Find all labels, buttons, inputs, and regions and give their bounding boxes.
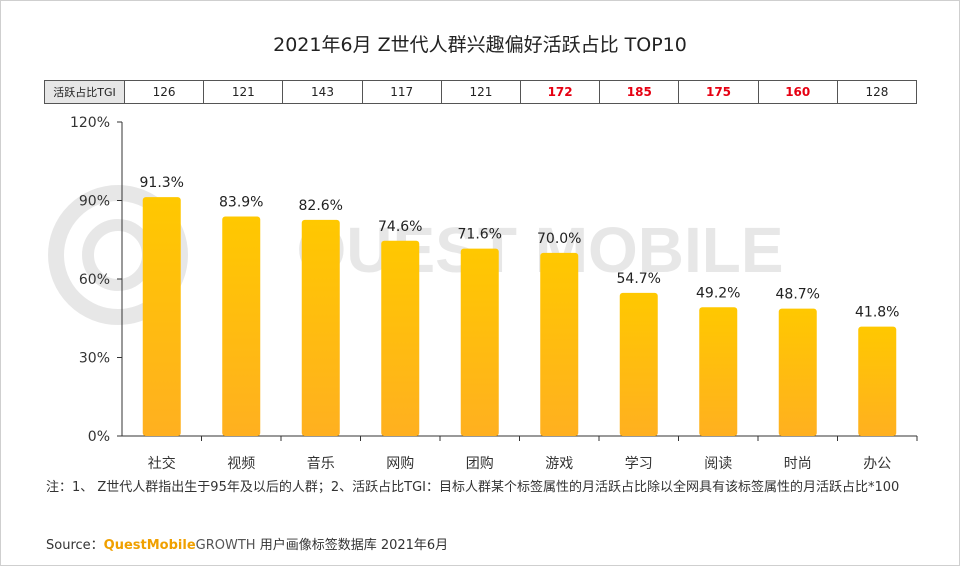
watermark: QUEST MOBILE [48,185,784,325]
x-tick-label: 阅读 [704,455,732,472]
bar-value-label: 83.9% [219,194,263,210]
chart-title: 2021年6月 Z世代人群兴趣偏好活跃占比 TOP10 [273,34,687,56]
bar-value-label: 91.3% [140,175,184,191]
tgi-cell: 160 [759,81,838,103]
bar [222,216,261,436]
x-tick-label: 学习 [625,456,653,472]
bar-value-label: 41.8% [855,305,899,321]
tgi-cell: 143 [283,81,363,103]
source-rest: 用户画像标签数据库 2021年6月 [255,538,449,553]
tgi-cell: 121 [442,81,522,103]
bar [301,219,340,436]
bar [540,252,579,436]
y-tick-label: 60% [79,272,110,288]
bar [142,197,181,436]
tgi-cell: 121 [204,81,284,103]
bar-value-label: 48.7% [776,287,820,303]
x-tick-label: 游戏 [545,456,573,472]
source-line: Source：QuestMobileGROWTH 用户画像标签数据库 2021年… [46,534,448,553]
tgi-cell: 172 [521,81,601,103]
tgi-cell: 128 [865,85,889,99]
bar-value-label: 74.6% [378,219,422,235]
tgi-cell: 117 [363,81,442,103]
x-tick-label: 视频 [227,456,255,472]
bar [858,326,897,436]
x-tick-label: 社交 [148,455,176,472]
tgi-table: 活跃占比TGI 126 121 143 117 121 172 185 175 … [44,80,917,104]
y-tick-label: 0% [88,429,110,445]
bar-value-label: 82.6% [299,198,343,214]
tgi-cell: 126 [125,81,205,103]
bar [381,240,420,436]
bar-value-label: 49.2% [696,285,740,301]
source-prefix: Source： [46,538,104,553]
x-tick-label: 时尚 [784,456,812,472]
footnote: 注：1、 Z世代人群指出生于95年及以后的人群；2、活跃占比TGI：目标人群某个… [46,480,900,495]
source-growth: GROWTH [195,538,256,553]
x-tick-label: 办公 [863,456,891,472]
y-tick-label: 90% [79,194,110,210]
bar-value-label: 71.6% [458,227,502,243]
bar-value-label: 70.0% [537,231,581,247]
x-tick-label: 团购 [466,456,494,472]
tgi-header: 活跃占比TGI [45,81,125,103]
tgi-cell: 185 [600,81,680,103]
y-tick-label: 120% [70,115,110,131]
tgi-cell: 175 [679,81,759,103]
source-brand: QuestMobile [103,538,196,553]
bar [778,308,817,436]
x-tick-label: 音乐 [307,455,335,472]
bar-value-label: 54.7% [617,271,661,287]
watermark-text: QUEST MOBILE [296,214,783,286]
y-tick-label: 30% [79,351,110,367]
bar [699,307,738,436]
bar [619,292,658,436]
x-tick-label: 网购 [386,456,414,472]
bar [460,248,499,436]
